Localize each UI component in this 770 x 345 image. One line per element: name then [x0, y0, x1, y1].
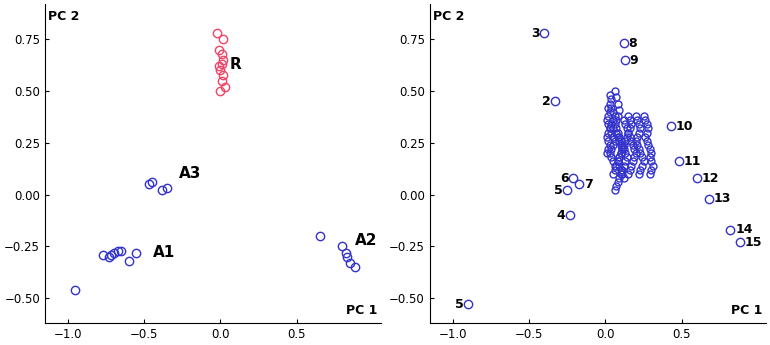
Text: A3: A3 [179, 166, 202, 181]
Text: PC 2: PC 2 [434, 10, 464, 23]
Text: 13: 13 [714, 192, 731, 205]
Text: 5: 5 [454, 298, 464, 311]
Text: 15: 15 [745, 236, 762, 249]
Text: A2: A2 [355, 233, 377, 248]
Text: 12: 12 [701, 171, 719, 185]
Text: 6: 6 [560, 171, 569, 185]
Text: R: R [229, 57, 241, 72]
Text: 3: 3 [531, 27, 540, 40]
Text: 7: 7 [584, 178, 593, 191]
Text: PC 1: PC 1 [346, 304, 377, 317]
Text: PC 1: PC 1 [731, 304, 762, 317]
Text: PC 2: PC 2 [49, 10, 79, 23]
Text: 5: 5 [554, 184, 563, 197]
Text: A1: A1 [153, 245, 176, 260]
Text: 8: 8 [628, 37, 637, 50]
Text: 9: 9 [630, 53, 638, 67]
Text: 2: 2 [541, 95, 551, 108]
Text: 10: 10 [675, 120, 693, 133]
Text: 11: 11 [683, 155, 701, 168]
Text: 4: 4 [557, 209, 566, 222]
Text: 14: 14 [735, 223, 752, 236]
